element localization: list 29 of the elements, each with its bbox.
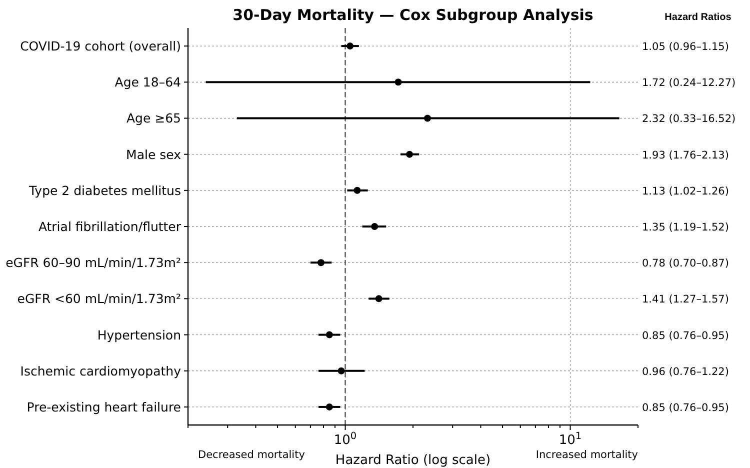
x-tick-label: 10$^{1}$ xyxy=(558,430,582,448)
x-axis-title: Hazard Ratio (log scale) xyxy=(335,453,491,468)
text: 1.13 (1.02–1.26) xyxy=(642,185,729,198)
text: Hazard Ratios xyxy=(664,12,732,23)
y-tick-label: COVID-19 cohort (overall) xyxy=(20,38,181,54)
y-tick-label: Male sex xyxy=(126,146,181,162)
y-tick-label: Age 18–64 xyxy=(114,74,182,90)
text: 0.96 (0.76–1.22) xyxy=(642,366,729,378)
text: Increased mortality xyxy=(536,449,638,461)
text: 1.93 (1.76–2.13) xyxy=(642,149,729,162)
text: 0.85 (0.76–0.95) xyxy=(642,402,729,414)
text: 1.72 (0.24–12.27) xyxy=(642,77,736,90)
text: 0.85 (0.76–0.95) xyxy=(642,330,729,342)
y-tick-label: eGFR <60 mL/min/1.73m² xyxy=(17,291,181,306)
text: 0.78 (0.70–0.87) xyxy=(642,258,729,270)
text: 2.32 (0.33–16.52) xyxy=(642,113,736,126)
y-tick-label: Age ≥65 xyxy=(126,110,181,126)
y-tick-label: Ischemic cardiomyopathy xyxy=(20,363,182,378)
y-tick-label: Pre-existing heart failure xyxy=(26,399,182,414)
text: 1.35 (1.19–1.52) xyxy=(642,222,729,234)
x-tick-label: 10$^{0}$ xyxy=(334,430,357,448)
y-tick-label: Atrial fibrillation/flutter xyxy=(38,219,182,234)
y-tick-label: eGFR 60–90 mL/min/1.73m² xyxy=(6,255,181,270)
y-tick-label: Hypertension xyxy=(97,327,181,342)
chart-title: 30-Day Mortality — Cox Subgroup Analysis xyxy=(232,6,594,24)
text: 1.41 (1.27–1.57) xyxy=(642,294,729,306)
text: 1.05 (0.96–1.15) xyxy=(642,41,729,54)
text: Decreased mortality xyxy=(198,449,305,461)
y-tick-label: Type 2 diabetes mellitus xyxy=(28,182,181,198)
